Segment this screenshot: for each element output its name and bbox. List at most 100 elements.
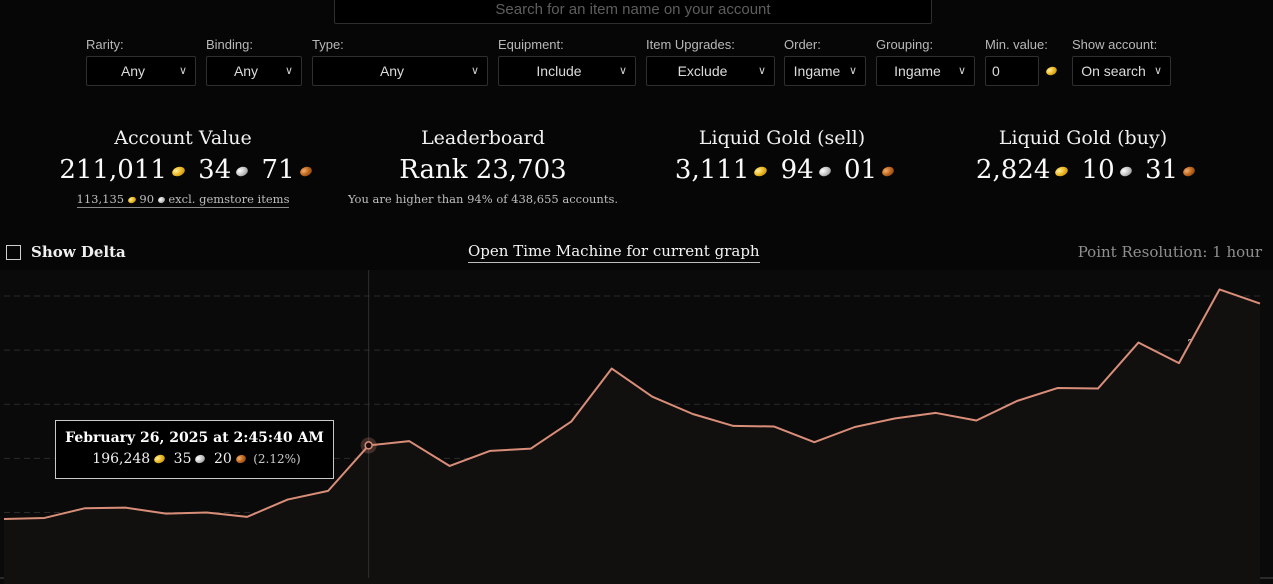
- data-point: [529, 447, 533, 451]
- data-point: [772, 424, 776, 428]
- silver-amount: 34: [198, 155, 232, 185]
- data-point: [43, 516, 47, 520]
- select-value: Include: [536, 63, 582, 79]
- show-account-select[interactable]: On search ∨: [1072, 56, 1171, 86]
- type-select[interactable]: Any ∨: [312, 56, 488, 86]
- filter-grouping: Grouping: Ingame ∨: [876, 37, 975, 86]
- data-point: [326, 489, 330, 493]
- copper-coin-icon: [1181, 164, 1197, 178]
- data-point: [731, 424, 735, 428]
- tooltip-gold: 196,248: [92, 451, 151, 467]
- excl-gemstore-link[interactable]: 113,135 90 excl. gemstore items: [76, 192, 290, 208]
- filter-binding: Binding: Any ∨: [206, 37, 302, 86]
- chevron-down-icon: ∨: [618, 65, 627, 77]
- stat-title: Account Value: [114, 127, 252, 149]
- gold-coin-icon: [1044, 65, 1059, 77]
- chart-tooltip: February 26, 2025 at 2:45:40 AM 196,248 …: [55, 420, 334, 479]
- gold-coin-icon: [170, 164, 187, 178]
- data-point: [164, 512, 168, 516]
- account-value-chart[interactable]: 205,000200,000195,000190,000185,000: [0, 270, 1273, 584]
- binding-select[interactable]: Any ∨: [206, 56, 302, 86]
- filter-rarity: Rarity: Any ∨: [86, 37, 196, 86]
- stat-title: Leaderboard: [421, 127, 545, 149]
- data-point: [1177, 361, 1181, 365]
- leaderboard-percentile: You are higher than 94% of 438,655 accou…: [347, 192, 619, 206]
- data-point: [1015, 399, 1019, 403]
- filter-label: Min. value:: [985, 37, 1048, 52]
- tooltip-silver: 35: [173, 451, 192, 467]
- min-value-input[interactable]: 0: [985, 56, 1039, 86]
- filter-label: Order:: [784, 37, 821, 52]
- filter-order: Order: Ingame ∨: [784, 37, 866, 86]
- account-value-stat: Account Value 211,011 34 71 113,135 90 e…: [43, 127, 323, 208]
- filter-label: Grouping:: [876, 37, 934, 52]
- input-value: 0: [992, 63, 1000, 79]
- data-point: [1136, 341, 1140, 345]
- order-select[interactable]: Ingame ∨: [784, 56, 866, 86]
- gold-coin-icon: [153, 453, 167, 465]
- data-point: [83, 506, 87, 510]
- equipment-select[interactable]: Include ∨: [498, 56, 636, 86]
- silver-amount: 94: [780, 155, 814, 185]
- data-point: [448, 464, 452, 468]
- filter-label: Binding:: [206, 37, 253, 52]
- sub-gold-amount: 113,135: [76, 192, 125, 206]
- data-point: [124, 506, 128, 510]
- rarity-select[interactable]: Any ∨: [86, 56, 196, 86]
- stat-title: Liquid Gold (sell): [698, 127, 866, 149]
- chevron-down-icon: ∨: [1153, 65, 1162, 77]
- item-upgrades-select[interactable]: Exclude ∨: [646, 56, 775, 86]
- data-point: [650, 395, 654, 399]
- chevron-down-icon: ∨: [470, 65, 479, 77]
- data-point: [569, 420, 573, 424]
- data-point: [610, 367, 614, 371]
- tooltip-copper: 20: [213, 451, 232, 467]
- stat-title: Liquid Gold (buy): [998, 127, 1168, 149]
- sub-silver-amount: 90: [139, 192, 155, 206]
- data-point: [1055, 386, 1059, 390]
- liquid-gold-sell-stat: Liquid Gold (sell) 3,111 94 01: [642, 127, 922, 185]
- data-point: [205, 511, 209, 515]
- show-delta-checkbox[interactable]: [6, 244, 21, 260]
- copper-coin-icon: [234, 453, 247, 465]
- gold-amount: 211,011: [59, 155, 167, 185]
- filter-min-value: Min. value: 0: [985, 37, 1059, 86]
- hover-point: [364, 441, 373, 450]
- series-area: [4, 289, 1260, 584]
- silver-coin-icon: [817, 164, 832, 178]
- chevron-down-icon: ∨: [848, 65, 857, 77]
- chevron-down-icon: ∨: [957, 65, 966, 77]
- data-point: [1096, 387, 1100, 391]
- filter-label: Type:: [312, 37, 344, 52]
- copper-coin-icon: [298, 164, 313, 178]
- leaderboard-stat: Leaderboard Rank 23,703 You are higher t…: [343, 127, 623, 206]
- data-point: [245, 515, 249, 519]
- point-resolution: Point Resolution: 1 hour: [1077, 243, 1262, 261]
- silver-coin-icon: [235, 164, 250, 178]
- stat-value: 211,011 34 71: [43, 155, 323, 185]
- search-input[interactable]: [335, 0, 931, 23]
- data-point: [2, 517, 6, 521]
- filter-equipment: Equipment: Include ∨: [498, 37, 636, 86]
- time-machine-link[interactable]: Open Time Machine for current graph: [468, 242, 760, 263]
- item-search[interactable]: [334, 0, 932, 24]
- data-point: [853, 425, 857, 429]
- stat-value: 3,111 94 01: [642, 155, 922, 185]
- data-point: [1258, 302, 1262, 306]
- filter-item-upgrades: Item Upgrades: Exclude ∨: [646, 37, 775, 86]
- gold-amount: 3,111: [674, 155, 750, 185]
- show-delta-label: Show Delta: [31, 243, 126, 261]
- copper-amount: 01: [843, 155, 878, 185]
- data-point: [286, 498, 290, 502]
- filter-show-account: Show account: On search ∨: [1072, 37, 1171, 86]
- select-value: Any: [120, 63, 146, 79]
- data-point: [407, 439, 411, 443]
- select-value: Exclude: [677, 63, 728, 79]
- grouping-select[interactable]: Ingame ∨: [876, 56, 975, 86]
- silver-coin-icon: [194, 453, 207, 465]
- chevron-down-icon: ∨: [284, 65, 293, 77]
- tooltip-value: 196,248 35 20 (2.12%): [56, 451, 333, 467]
- show-delta-toggle[interactable]: Show Delta: [6, 243, 126, 261]
- gold-amount: 2,824: [975, 155, 1051, 185]
- select-value: On search: [1081, 63, 1146, 79]
